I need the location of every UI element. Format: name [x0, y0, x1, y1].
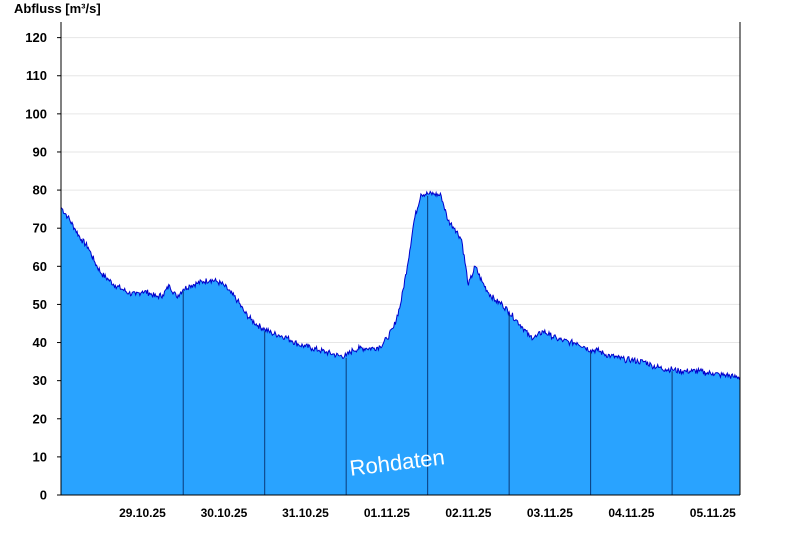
discharge-area — [60, 190, 741, 495]
x-tick-label: 29.10.25 — [119, 506, 166, 520]
y-tick-label: 60 — [33, 259, 47, 274]
y-tick-label: 10 — [33, 449, 47, 464]
y-tick-label: 0 — [40, 488, 47, 503]
y-tick-label: 120 — [25, 30, 47, 45]
x-tick-label: 01.11.25 — [364, 506, 410, 520]
x-tick-label: 30.10.25 — [201, 506, 248, 520]
y-axis-label: Abfluss [m³/s] — [14, 1, 101, 16]
y-tick-label: 70 — [33, 221, 47, 236]
y-tick-label: 80 — [33, 183, 47, 198]
x-tick-label: 03.11.25 — [527, 506, 573, 520]
x-tick-label: 31.10.25 — [282, 506, 329, 520]
day-separators — [182, 195, 673, 495]
y-tick-labels: 0 10 20 30 40 50 60 70 80 90 100 110 120 — [25, 30, 61, 503]
x-tick-label: 05.11.25 — [690, 506, 736, 520]
y-tick-label: 90 — [33, 144, 47, 159]
y-tick-label: 100 — [25, 106, 47, 121]
y-tick-label: 50 — [33, 297, 47, 312]
y-tick-label: 20 — [33, 411, 47, 426]
axes — [60, 22, 741, 496]
y-tick-label: 110 — [26, 68, 47, 83]
x-tick-label: 02.11.25 — [445, 506, 491, 520]
y-tick-label: 30 — [33, 373, 47, 388]
y-tick-label: 40 — [33, 335, 47, 350]
discharge-fill — [61, 191, 740, 495]
discharge-line — [60, 190, 741, 380]
x-tick-labels: 29.10.25 30.10.25 31.10.25 01.11.25 02.11.25… — [119, 506, 736, 520]
x-tick-label: 04.11.25 — [608, 506, 654, 520]
